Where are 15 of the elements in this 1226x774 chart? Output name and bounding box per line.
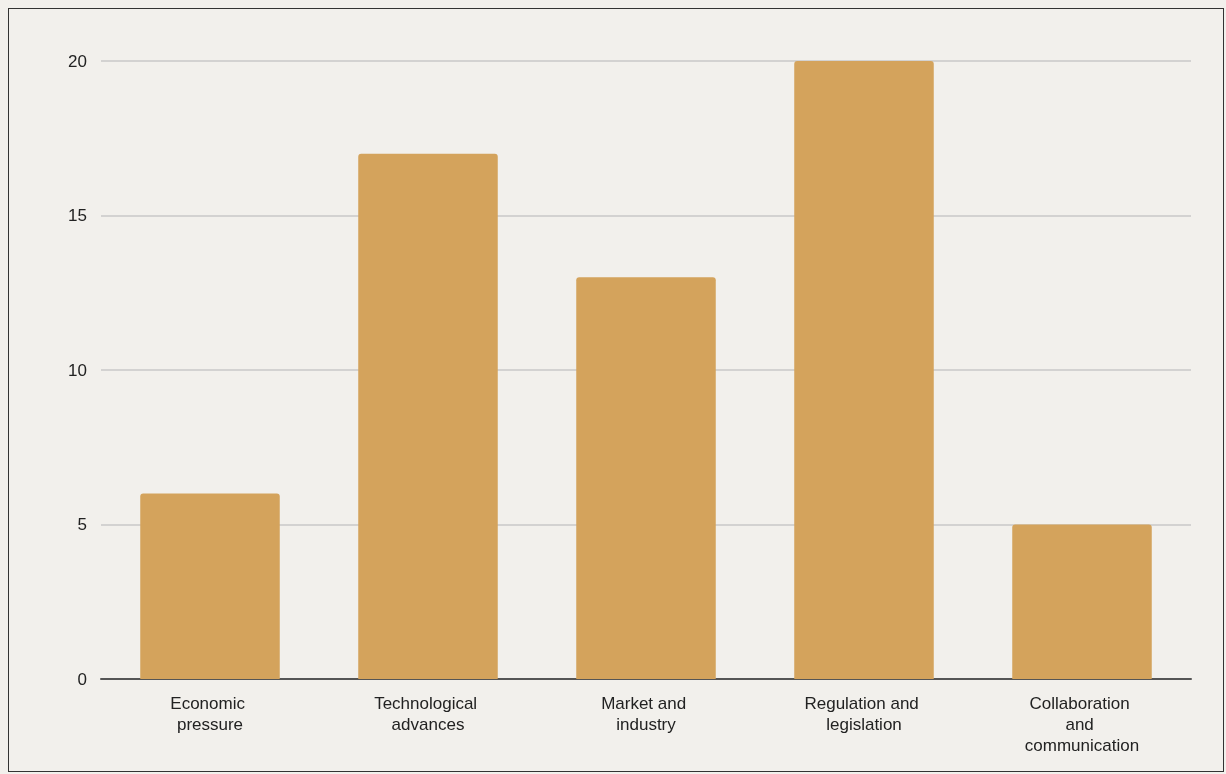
x-tick-label: Regulation and legislation [804,694,924,734]
bar [358,153,498,679]
bar [576,277,716,679]
bar [140,493,280,679]
x-tick-label: Economic pressure [170,694,250,734]
x-tick-label: Market and industry [601,694,691,734]
y-tick-label: 10 [68,360,87,380]
y-tick-label: 0 [77,669,87,689]
y-tick-label: 15 [68,206,87,225]
bar [794,61,934,679]
y-tick-label: 20 [68,51,87,71]
x-tick-label: Technological advances [374,694,482,734]
bar [1012,524,1152,679]
x-tick-label: Collaboration and communication [1024,694,1140,755]
y-tick-label: 5 [77,515,87,534]
